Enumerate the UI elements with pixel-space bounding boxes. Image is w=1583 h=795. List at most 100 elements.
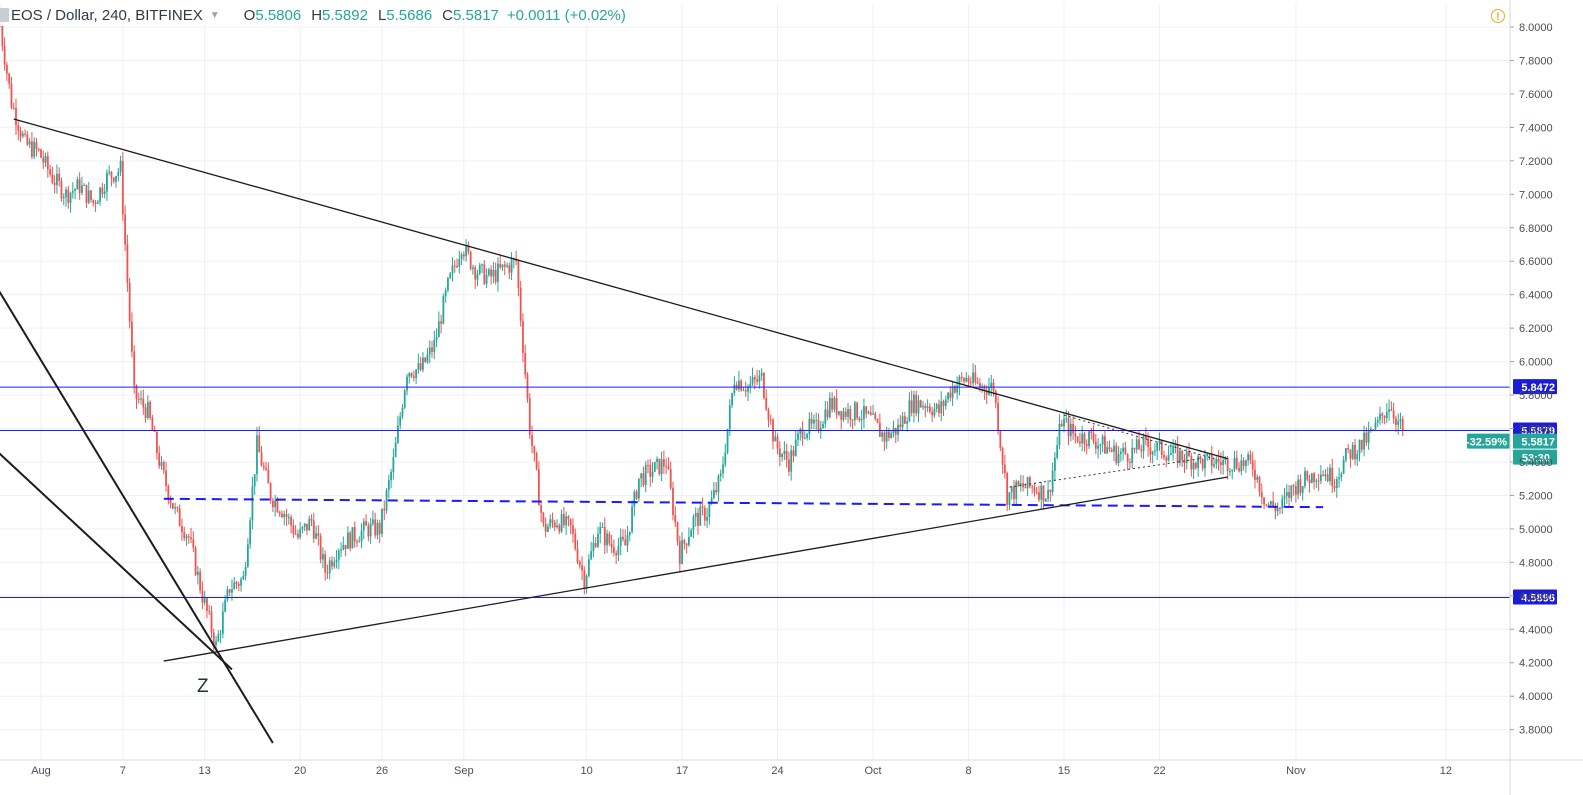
candle-body [1035,491,1038,493]
candle-body [71,190,74,193]
candle-body [963,378,965,382]
price-tick-label: 7.2000 [1519,156,1553,168]
candle-body [217,634,220,642]
price-axis[interactable]: 8.0000 7.8000 7.6000 7.4000 7.2000 7.0000 6.80… [1509,0,1553,795]
candle-body [46,155,49,170]
candle-body [783,450,786,454]
candle-body [792,450,795,456]
candle-body [542,512,545,524]
trendlines[interactable] [0,118,1228,744]
time-tick-label: 10 [580,765,592,777]
candle-body [685,543,688,546]
candle-body [372,519,374,524]
candle-body [1299,479,1302,493]
candle-body [135,385,138,400]
candle-body [490,269,493,277]
symbol-title[interactable]: EOS / Dollar, 240, BITFINEX [11,6,203,24]
countdown-bg [1513,449,1557,465]
candle-body [883,432,886,442]
candlestick-series [0,4,1404,654]
candle-body [890,432,893,438]
candle-body [1258,476,1261,493]
candle-body [1310,473,1313,484]
candle-body [851,419,854,421]
candle-body [794,439,797,456]
candle-body [462,254,465,257]
candle-body [1276,508,1279,512]
candle-body [1279,508,1281,510]
price-tick-label: 5.8000 [1519,390,1553,402]
candle-body [860,419,863,421]
candle-body [447,277,449,291]
symbol-color-swatch [0,8,9,22]
candle-body [1399,419,1402,422]
time-tick-label: 20 [294,765,306,777]
time-axis[interactable]: Aug 7 13 20 26 Sep 10 17 24 Oct 8 15 22 Nov 12 [0,759,1583,777]
candle-body [990,382,993,388]
candle-body [824,409,827,424]
candle-body [867,412,870,414]
candle-body [908,400,911,422]
candle-body [1244,460,1247,467]
candle-body [10,83,13,108]
price-tick-label: 6.6000 [1519,256,1553,268]
candle-body [1140,449,1143,452]
candle-body [1015,481,1018,499]
candle-body [1242,460,1245,467]
candle-body [1169,452,1172,456]
candle-body [781,453,784,458]
candle-body [935,404,938,409]
price-tag: 5.8472 [1513,379,1557,395]
candle-body [42,157,45,163]
candle-body [1367,430,1370,443]
candle-body [1049,489,1052,493]
candle-body [456,265,458,267]
candle-body [519,287,522,322]
candle-body [497,263,499,282]
candle-body [649,464,652,477]
candle-body [628,531,631,536]
candle-body [369,523,372,537]
candle-body [442,296,445,324]
candle-body [1190,456,1193,470]
candle-body [37,149,40,151]
candle-body [74,189,76,191]
candle-body [85,184,88,203]
candle-body [221,611,224,634]
candle-body [1179,450,1181,463]
candle-body [1124,447,1127,454]
alert-circle-icon[interactable]: ! [1491,9,1505,23]
candle-body [1172,445,1175,453]
candle-body [240,579,242,586]
candle-body [274,500,277,508]
chevron-down-icon[interactable]: ▼ [209,9,220,21]
close-value: 5.5817 [453,6,499,24]
candle-body [294,533,297,535]
candle-body [674,515,677,523]
candle-body [1097,445,1099,449]
candle-body [1156,442,1159,451]
candle-body [285,513,288,518]
candle-body [1063,418,1065,427]
time-tick-label: Nov [1286,765,1306,777]
candle-body [713,489,715,498]
candle-body [156,431,158,454]
candle-body [276,500,279,513]
candle-body [1115,445,1118,464]
candle-body [324,554,327,573]
candle-body [1147,438,1150,448]
candle-body [853,402,856,421]
candle-body [644,464,647,486]
candle-body [656,458,658,462]
candle-body [969,382,972,384]
candle-body [176,507,179,509]
candle-body [1167,455,1170,461]
candle-body [813,419,815,424]
dashed-support-line [163,497,1324,509]
price-tag: 4.5896 [1513,589,1557,605]
candle-body [262,465,265,468]
candle-body [1060,423,1063,427]
